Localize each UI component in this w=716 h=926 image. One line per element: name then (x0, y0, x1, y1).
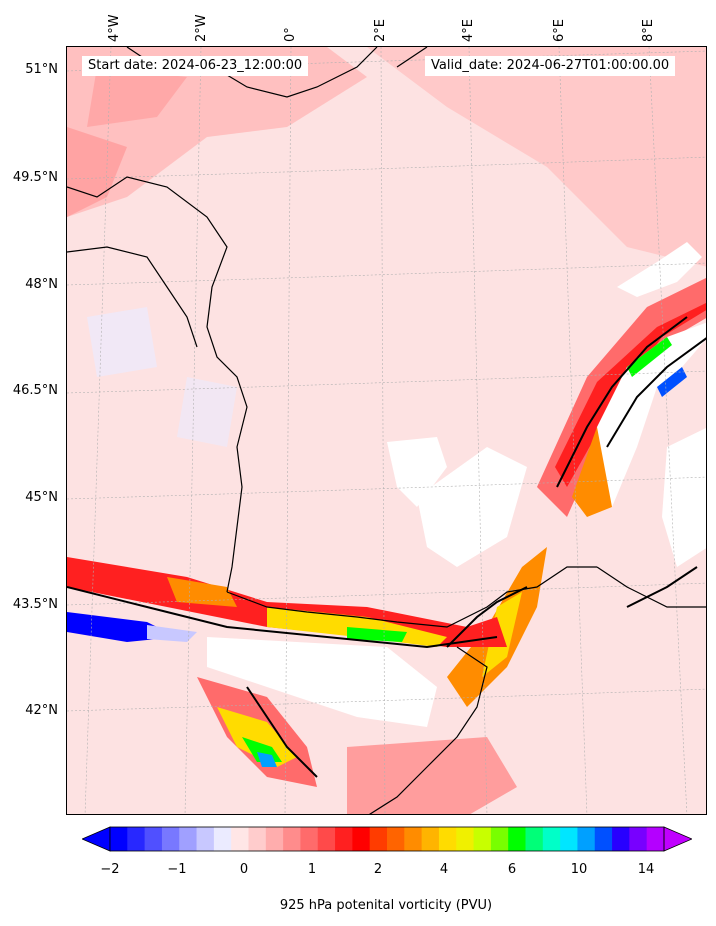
colorbar-tick: 10 (570, 862, 588, 877)
colorbar-segment (300, 827, 319, 851)
colorbar-segment (438, 827, 457, 851)
colorbar-tick: 6 (507, 862, 517, 877)
colorbar-segment (283, 827, 301, 851)
lat-label-49-5: 49.5°N (12, 170, 58, 185)
colorbar-segment (179, 827, 198, 851)
band-pyrenees-orange (167, 577, 237, 607)
mask-massif-central-2 (417, 447, 527, 567)
colorbar-over-arrow (663, 826, 692, 852)
lat-label-43-5: 43.5°N (12, 597, 58, 612)
start-date-label: Start date: 2024-06-23_12:00:00 (82, 56, 309, 76)
band-pyrenees-green (347, 627, 407, 642)
region-blue-patch (87, 307, 157, 377)
colorbar-segment (335, 827, 353, 851)
lat-label-45: 45°N (25, 490, 58, 505)
lon-label-2w: 2°W (194, 14, 209, 42)
colorbar-segment (421, 827, 440, 851)
colorbar-segment (508, 827, 526, 851)
colorbar-segment (352, 827, 371, 851)
mask-alps (587, 322, 706, 517)
colorbar-tick: −2 (100, 862, 120, 877)
colorbar (82, 826, 692, 852)
edge-orange-alps (572, 427, 612, 517)
colorbar-segment (387, 827, 405, 851)
colorbar-segment (369, 827, 388, 851)
colorbar-segment (404, 827, 423, 851)
colorbar-segment (490, 827, 509, 851)
mask-massif-central (387, 437, 447, 507)
colorbar-segment (213, 827, 232, 851)
colorbar-segment (594, 827, 613, 851)
lon-label-0: 0° (283, 27, 298, 42)
colorbar-segment (144, 827, 163, 851)
colorbar-segment (629, 827, 648, 851)
colorbar-tick: 2 (373, 862, 383, 877)
colorbar-segment (265, 827, 284, 851)
lat-label-46-5: 46.5°N (12, 383, 58, 398)
region-channel-red (87, 67, 187, 127)
valid-date-label: Valid_date: 2024-06-27T01:00:00.00 (425, 56, 676, 76)
region-northeast-pink (367, 47, 706, 267)
region-spain-cyan (257, 752, 277, 767)
colorbar-tick: −1 (167, 862, 187, 877)
colorbar-segment (560, 827, 578, 851)
map-panel (66, 46, 707, 815)
graticule (67, 47, 706, 814)
colorbar-tick: 1 (307, 862, 317, 877)
colorbar-segment (196, 827, 215, 851)
mask-jura (617, 242, 702, 297)
colorbar-segment (110, 827, 128, 851)
colorbar-segment (456, 827, 475, 851)
colorbar-tick: 4 (439, 862, 449, 877)
colorbar-segment (248, 827, 267, 851)
colorbar-segment (473, 827, 492, 851)
edge-blue-alps (657, 367, 687, 397)
edge-green-alps (627, 337, 672, 377)
colorbar-segment (127, 827, 146, 851)
lat-label-48: 48°N (25, 277, 58, 292)
colorbar-frame (109, 826, 665, 852)
colorbar-tick: 14 (637, 862, 655, 877)
region-brittany-red (67, 127, 127, 217)
colorbar-under-arrow (82, 826, 111, 852)
lon-label-2e: 2°E (373, 19, 388, 42)
region-spain-yellow (217, 707, 297, 767)
colorbar-segment (577, 827, 596, 851)
pv-contours (67, 316, 706, 778)
lon-label-4e: 4°E (461, 19, 476, 42)
colorbar-segment (542, 827, 561, 851)
colorbar-segment (525, 827, 544, 851)
colorbar-segment (161, 827, 180, 851)
lat-label-42: 42°N (25, 703, 58, 718)
lat-label-51: 51°N (25, 62, 58, 77)
lon-label-6e: 6°E (552, 19, 567, 42)
region-blue-patch-2 (177, 377, 237, 447)
vorticity-map (67, 47, 706, 814)
lon-label-8e: 8°E (641, 19, 656, 42)
colorbar-label: 925 hPa potenital vorticity (PVU) (279, 898, 493, 913)
colorbar-segment (317, 827, 336, 851)
colorbar-segment (612, 827, 630, 851)
region-south-red (347, 737, 517, 814)
lon-label-4w: 4°W (107, 14, 122, 42)
mask-pyrenees (207, 637, 437, 727)
band-light-blue (147, 625, 197, 642)
colorbar-segment (646, 827, 665, 851)
colorbar-segment (231, 827, 249, 851)
colorbar-tick: 0 (239, 862, 249, 877)
